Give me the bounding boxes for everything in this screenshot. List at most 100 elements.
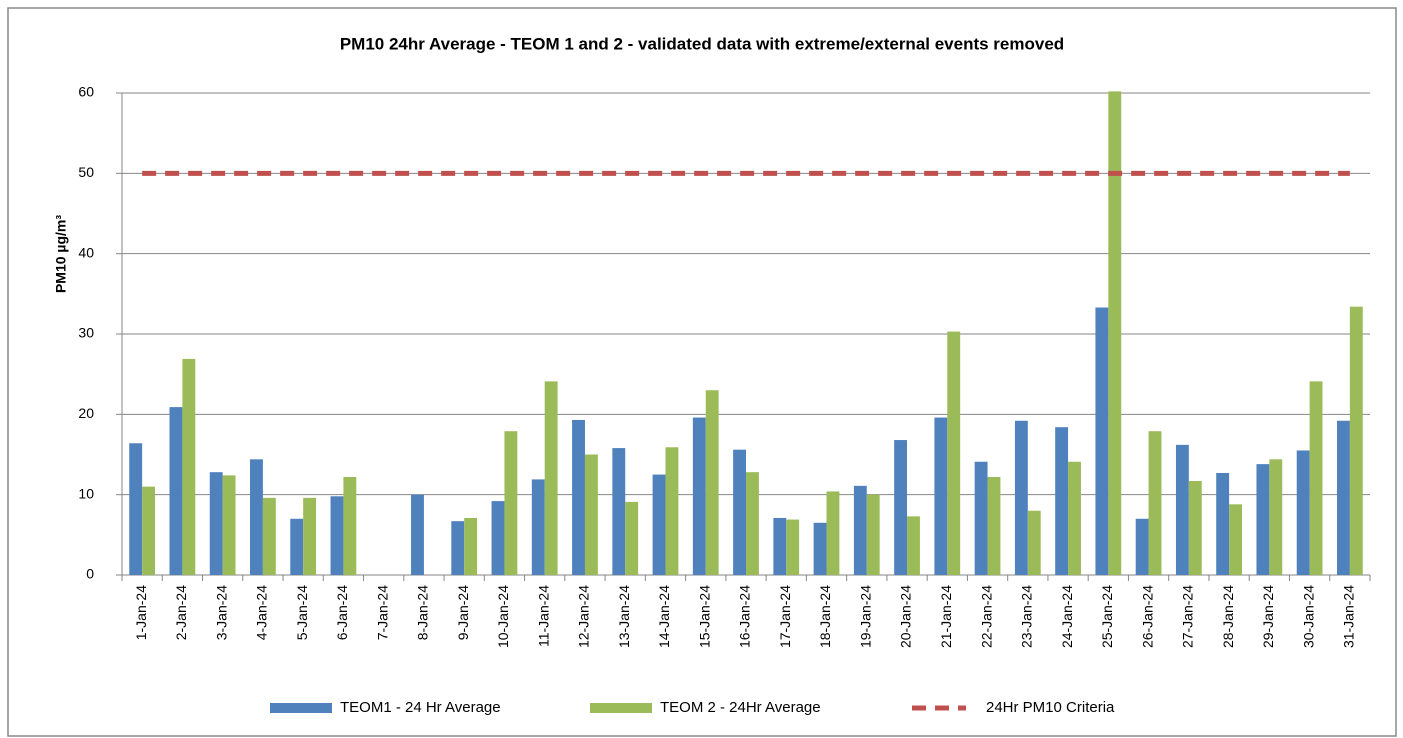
x-tick-label: 11-Jan-24 [535,585,551,647]
bar [544,381,558,575]
bar [343,476,357,575]
bar [1269,459,1283,575]
bar [652,474,666,575]
bar [572,419,585,575]
bar [411,494,424,575]
x-tick-label: 6-Jan-24 [334,585,350,640]
bar [209,472,223,575]
y-tick-label: 60 [78,84,94,100]
bar [250,459,263,575]
bar [1014,420,1028,575]
legend-swatch [270,703,332,713]
x-tick-label: 26-Jan-24 [1139,585,1155,648]
bar [746,472,759,575]
x-tick-label: 23-Jan-24 [1019,585,1035,648]
x-tick-label: 29-Jan-24 [1260,585,1276,648]
bar [169,407,183,575]
x-tick-label: 21-Jan-24 [938,585,954,648]
chart-frame [7,7,1397,737]
bar [1175,444,1189,575]
bar [612,448,626,575]
bar [1256,464,1270,575]
bar [464,517,478,575]
y-axis-label: PM10 µg/m³ [53,215,69,293]
bar [934,417,948,575]
x-tick-label: 28-Jan-24 [1220,585,1236,648]
x-tick-label: 12-Jan-24 [576,585,592,648]
bar [705,390,719,575]
bar [1148,431,1162,575]
x-tick-label: 27-Jan-24 [1180,585,1196,648]
bar [182,358,196,575]
bar [1027,510,1041,575]
y-tick-label: 20 [78,405,94,421]
x-tick-label: 1-Jan-24 [133,585,149,640]
x-tick-label: 25-Jan-24 [1099,585,1115,648]
bar [531,479,545,575]
bar [907,516,920,575]
bar [1188,481,1202,575]
x-tick-label: 3-Jan-24 [213,585,229,640]
bar [947,331,961,575]
x-tick-label: 24-Jan-24 [1059,585,1075,648]
bar [222,475,236,575]
bar [451,521,465,575]
x-tick-label: 31-Jan-24 [1341,585,1357,648]
x-tick-label: 5-Jan-24 [294,585,310,640]
x-tick-label: 18-Jan-24 [817,585,833,648]
bar [1068,461,1081,575]
x-tick-label: 13-Jan-24 [616,585,632,648]
y-tick-label: 40 [78,244,94,260]
bar [129,443,143,575]
bar [1108,91,1122,575]
x-tick-label: 7-Jan-24 [374,585,390,640]
bar [330,496,344,575]
x-tick-label: 30-Jan-24 [1300,585,1316,648]
x-tick-label: 15-Jan-24 [696,585,712,648]
x-tick-label: 19-Jan-24 [857,585,873,648]
bar [733,449,746,575]
chart-title: PM10 24hr Average - TEOM 1 and 2 - valid… [340,34,1064,53]
bar [974,461,988,575]
legend-swatch [590,703,652,713]
bar [866,494,880,575]
y-tick-label: 50 [78,164,94,180]
x-tick-label: 8-Jan-24 [415,585,431,640]
x-tick-label: 2-Jan-24 [173,585,189,640]
bar [813,522,827,575]
legend-label: 24Hr PM10 Criteria [986,699,1115,716]
bar [262,497,276,575]
bar [1135,518,1149,575]
bar [773,517,787,575]
x-tick-label: 20-Jan-24 [898,585,914,648]
x-tick-label: 17-Jan-24 [777,585,793,648]
bar [692,417,706,575]
bar [491,501,505,575]
bar [625,501,639,575]
y-tick-label: 10 [78,485,94,501]
bar [303,497,317,575]
bar [1216,472,1230,575]
bar [1309,381,1323,575]
x-tick-label: 16-Jan-24 [737,585,753,648]
legend-label: TEOM 2 - 24Hr Average [660,699,821,716]
bar [987,476,1001,575]
x-tick-label: 4-Jan-24 [254,585,270,640]
x-tick-label: 22-Jan-24 [978,585,994,648]
bar [1095,307,1109,575]
bar [1336,420,1350,575]
bar [1055,427,1069,575]
bar [1229,504,1242,575]
bar [584,454,598,575]
bar [504,431,518,575]
x-tick-label: 14-Jan-24 [656,585,672,648]
bar [853,485,867,575]
bar [665,447,679,575]
x-tick-label: 9-Jan-24 [455,585,471,640]
bar [894,440,908,575]
bar [786,519,800,575]
y-tick-label: 30 [78,325,94,341]
bar [1349,306,1363,575]
legend-label: TEOM1 - 24 Hr Average [340,699,501,716]
